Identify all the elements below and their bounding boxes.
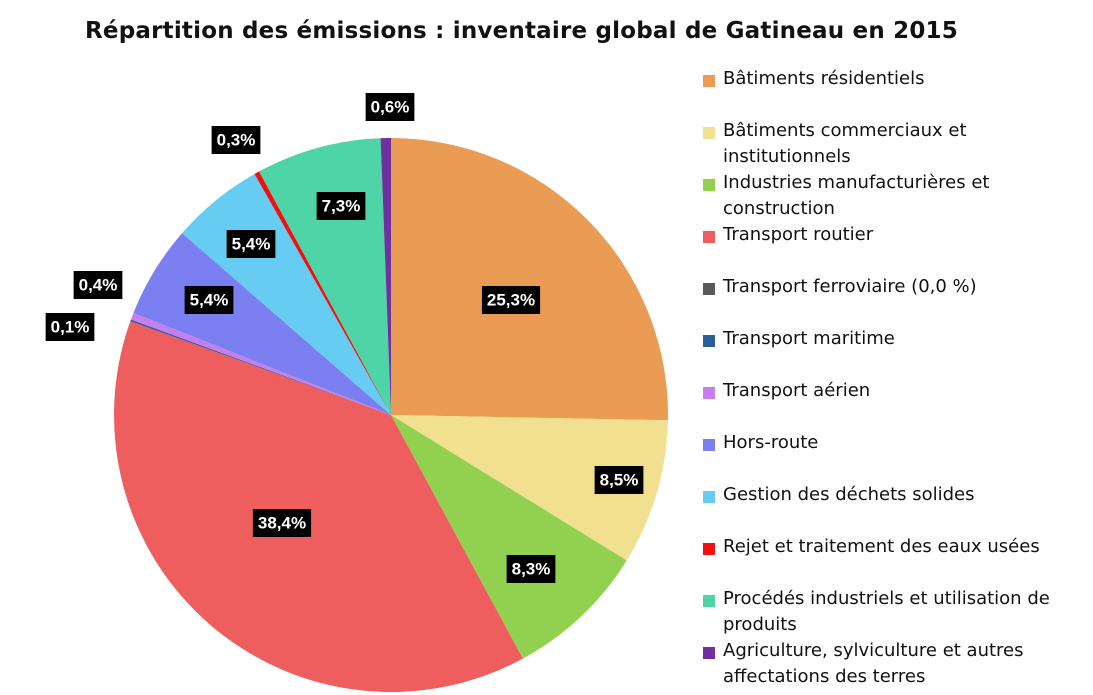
legend-label: Procédés industriels et utilisation de p…	[723, 588, 1050, 635]
legend-swatch	[703, 439, 715, 451]
slice-value-label: 0,3%	[211, 126, 261, 154]
legend-label: Industries manufacturières et constructi…	[723, 172, 990, 219]
legend-swatch	[703, 595, 715, 607]
legend-label: Transport ferroviaire (0,0 %)	[723, 276, 977, 297]
svg-text:38,4%: 38,4%	[258, 514, 306, 533]
slice-value-label: 7,3%	[316, 192, 366, 220]
pie-slice	[391, 415, 668, 561]
svg-text:7,3%: 7,3%	[322, 197, 361, 216]
slice-value-label: 0,1%	[45, 313, 95, 341]
pie-slice	[130, 319, 391, 415]
svg-text:8,3%: 8,3%	[512, 560, 551, 579]
legend-swatch	[703, 75, 715, 87]
slice-value-label: 25,3%	[481, 286, 541, 314]
legend-label: Bâtiments commerciaux et institutionnels	[723, 120, 967, 167]
legend-label: Agriculture, sylviculture et autres affe…	[723, 640, 1024, 687]
slice-value-label: 8,3%	[506, 555, 556, 583]
slice-value-label: 5,4%	[184, 286, 234, 314]
pie-slice	[114, 321, 523, 692]
legend-label: Hors-route	[723, 432, 819, 453]
legend-swatch	[703, 647, 715, 659]
legend-label: Transport maritime	[723, 328, 895, 349]
pie-slice	[380, 138, 391, 415]
svg-text:25,3%: 25,3%	[487, 291, 535, 310]
legend-swatch	[703, 283, 715, 295]
svg-text:5,4%: 5,4%	[190, 291, 229, 310]
svg-text:0,6%: 0,6%	[371, 98, 410, 117]
svg-text:5,4%: 5,4%	[232, 235, 271, 254]
svg-text:0,4%: 0,4%	[79, 276, 118, 295]
legend-swatch	[703, 179, 715, 191]
legend-swatch	[703, 335, 715, 347]
legend-swatch	[703, 127, 715, 139]
slice-value-label: 8,5%	[594, 466, 644, 494]
svg-text:8,5%: 8,5%	[600, 471, 639, 490]
svg-text:0,3%: 0,3%	[217, 131, 256, 150]
chart-title: Répartition des émissions : inventaire g…	[85, 18, 958, 44]
svg-text:0,1%: 0,1%	[51, 318, 90, 337]
pie-slice	[254, 171, 391, 415]
legend-label: Bâtiments résidentiels	[723, 68, 925, 89]
pie-slice	[130, 313, 391, 415]
slice-value-label: 0,4%	[73, 271, 123, 299]
slice-value-label: 5,4%	[226, 230, 276, 258]
pie-slice	[133, 233, 391, 415]
pie-slice	[391, 415, 627, 659]
legend-label: Transport routier	[723, 224, 874, 245]
legend-swatch	[703, 543, 715, 555]
legend-label: Gestion des déchets solides	[723, 484, 975, 505]
slice-value-label: 38,4%	[252, 509, 312, 537]
pie-slice	[391, 138, 668, 421]
slice-value-label: 0,6%	[365, 93, 415, 121]
legend-swatch	[703, 387, 715, 399]
pie-chart: 25,3% 8,5% 8,3% 38,4% 0,1% 0,4% 5,4% 5,4% 0,3% 7,…	[45, 93, 668, 692]
legend-label: Rejet et traitement des eaux usées	[723, 536, 1040, 557]
legend-swatch	[703, 231, 715, 243]
legend-swatch	[703, 491, 715, 503]
legend-label: Transport aérien	[723, 380, 871, 401]
